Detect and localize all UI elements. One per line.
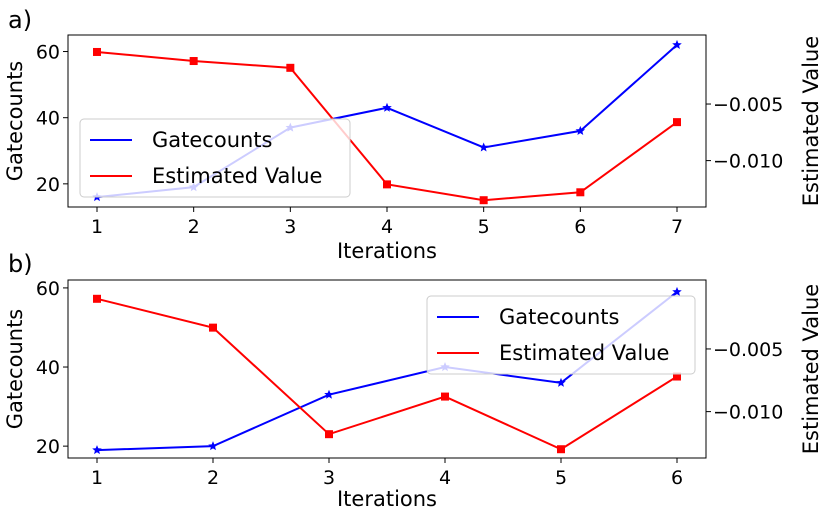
data-point-estimated-value bbox=[325, 430, 333, 439]
data-point-gatecounts bbox=[575, 125, 586, 135]
panel-label: a) bbox=[8, 6, 32, 34]
legend: Gatecounts Estimated Value bbox=[426, 295, 696, 375]
data-point-gatecounts bbox=[208, 441, 218, 451]
chart-panel-b: b) 1 2 3 4 5 6 20 40 60 −0.005 −0.010 Iterations Gate… bbox=[3, 250, 823, 511]
x-axis-label: Iterations bbox=[337, 239, 437, 263]
y2-axis-label: Estimated Value bbox=[799, 36, 823, 206]
x-tick-label: 1 bbox=[91, 467, 103, 489]
series-line-estimated-value bbox=[96, 297, 678, 451]
data-point-gatecounts bbox=[324, 389, 334, 399]
y2-axis-label: Estimated Value bbox=[799, 284, 823, 454]
data-point-estimated-value bbox=[286, 63, 295, 72]
x-tick-label: 6 bbox=[671, 467, 683, 489]
data-point-gatecounts bbox=[92, 445, 102, 455]
data-point-estimated-value bbox=[673, 372, 681, 381]
data-point-estimated-value bbox=[93, 294, 101, 303]
data-point-estimated-value bbox=[557, 445, 565, 454]
y-axis-label: Gatecounts bbox=[3, 309, 27, 429]
data-point-estimated-value bbox=[576, 188, 585, 197]
legend-label-gatecounts: Gatecounts bbox=[152, 128, 272, 152]
data-point-estimated-value bbox=[209, 323, 217, 332]
data-point-estimated-value bbox=[93, 47, 101, 56]
x-tick-label: 5 bbox=[478, 216, 490, 238]
y-tick-label: 40 bbox=[36, 108, 60, 130]
legend-box bbox=[426, 295, 696, 375]
chart-panel-a: a) 1 2 3 4 5 6 7 20 40 60 −0.005 −0.010 Iterations Gat… bbox=[3, 6, 823, 263]
y-axis-label: Gatecounts bbox=[3, 61, 27, 181]
y2-tick-label: −0.010 bbox=[713, 402, 783, 424]
y-tick-label: 60 bbox=[36, 42, 60, 64]
y2-tick-label: −0.005 bbox=[713, 339, 783, 361]
data-point-estimated-value bbox=[441, 392, 449, 401]
y-tick-label: 40 bbox=[36, 357, 60, 379]
x-tick-label: 6 bbox=[574, 216, 586, 238]
x-tick-label: 2 bbox=[188, 216, 200, 238]
x-tick-label: 5 bbox=[555, 467, 567, 489]
x-axis-label: Iterations bbox=[337, 487, 437, 511]
data-point-gatecounts bbox=[382, 102, 392, 112]
data-point-gatecounts bbox=[672, 39, 682, 49]
y-tick-label: 20 bbox=[36, 174, 60, 196]
y2-tick-label: −0.005 bbox=[713, 94, 783, 116]
legend-box bbox=[79, 118, 351, 198]
data-point-estimated-value bbox=[189, 57, 198, 66]
data-point-gatecounts bbox=[672, 286, 682, 296]
legend-label-estimated-value: Estimated Value bbox=[152, 164, 322, 188]
data-point-gatecounts bbox=[478, 142, 489, 152]
x-tick-label: 7 bbox=[671, 216, 683, 238]
panel-label: b) bbox=[8, 250, 33, 278]
x-tick-label: 1 bbox=[91, 216, 103, 238]
data-point-gatecounts bbox=[556, 377, 566, 387]
x-tick-label: 4 bbox=[381, 216, 393, 238]
y2-tick-label: −0.010 bbox=[713, 151, 783, 173]
x-tick-label: 3 bbox=[323, 467, 335, 489]
x-tick-label: 3 bbox=[284, 216, 296, 238]
data-point-estimated-value bbox=[479, 196, 488, 205]
y-tick-label: 20 bbox=[36, 436, 60, 458]
y-tick-label: 60 bbox=[36, 278, 60, 300]
legend-label-estimated-value: Estimated Value bbox=[499, 341, 669, 365]
axes-frame bbox=[67, 279, 707, 459]
data-point-estimated-value bbox=[673, 118, 681, 127]
x-tick-label: 4 bbox=[439, 467, 451, 489]
x-tick-label: 2 bbox=[207, 467, 219, 489]
legend: Gatecounts Estimated Value bbox=[79, 118, 351, 198]
legend-label-gatecounts: Gatecounts bbox=[499, 305, 619, 329]
data-point-estimated-value bbox=[383, 180, 391, 189]
